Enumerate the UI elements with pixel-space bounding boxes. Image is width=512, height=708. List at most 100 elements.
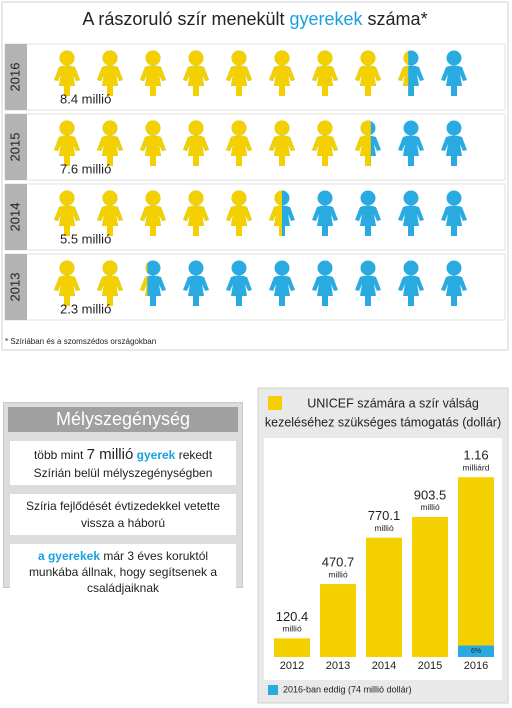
icon-head bbox=[403, 260, 419, 276]
icon-body bbox=[140, 276, 148, 296]
icon-head bbox=[59, 120, 75, 136]
child-icon bbox=[441, 190, 467, 236]
child-icon bbox=[140, 50, 166, 96]
child-icon bbox=[97, 50, 123, 96]
child-icon bbox=[226, 120, 252, 166]
icon-body bbox=[140, 65, 166, 96]
panel bbox=[1, 1, 509, 351]
poverty-item: a gyerekek már 3 éves koruktól munkába á… bbox=[10, 543, 236, 601]
icon-head bbox=[188, 190, 204, 206]
icon-body bbox=[140, 135, 166, 166]
child-icon bbox=[355, 260, 381, 306]
child-icon bbox=[312, 50, 338, 96]
icon-head bbox=[145, 50, 161, 66]
icon-body bbox=[355, 205, 381, 236]
value-unit: millió bbox=[420, 502, 440, 512]
child-icon bbox=[312, 260, 338, 306]
icon-body bbox=[269, 65, 295, 96]
child-icon bbox=[441, 50, 467, 96]
child-icon bbox=[183, 190, 209, 236]
value-label: 1.16 bbox=[463, 448, 488, 463]
child-icon bbox=[54, 190, 80, 236]
icon-head bbox=[317, 260, 333, 276]
icon-body bbox=[312, 205, 338, 236]
icon-head bbox=[231, 120, 247, 136]
icon-body bbox=[398, 135, 424, 166]
icon-head bbox=[317, 190, 333, 206]
bar bbox=[412, 516, 448, 657]
value-label: 120.4 bbox=[276, 609, 309, 624]
child-icon bbox=[97, 190, 123, 236]
child-icon bbox=[312, 190, 338, 236]
legend-swatch bbox=[268, 685, 278, 695]
icon-body bbox=[140, 205, 166, 236]
child-icon bbox=[441, 260, 467, 306]
child-icon bbox=[140, 120, 166, 166]
icon-body bbox=[226, 135, 252, 166]
bar bbox=[366, 537, 402, 657]
icon-head bbox=[231, 190, 247, 206]
text-part: már 3 éves koruktól munkába állnak, hogy… bbox=[28, 548, 218, 596]
text-part: Szíria fejlődését évtizedekkel vetette v… bbox=[25, 499, 221, 530]
icon-head bbox=[317, 120, 333, 136]
icon-body bbox=[97, 205, 123, 236]
poverty-item: több mint 7 millió gyerek rekedt Szírián… bbox=[10, 441, 236, 486]
chart-title: UNICEF számára a szír válság bbox=[307, 396, 479, 410]
icon-body bbox=[398, 65, 409, 96]
child-icon bbox=[54, 120, 80, 166]
icon-head bbox=[231, 260, 247, 276]
value-label: 5.5 millió bbox=[60, 231, 111, 246]
poverty-item: Szíria fejlődését évtizedekkel vetette v… bbox=[10, 494, 236, 535]
bar bbox=[274, 638, 310, 657]
icon-body bbox=[226, 205, 252, 236]
child-icon bbox=[441, 120, 467, 166]
pictogram-value bbox=[54, 120, 371, 166]
child-icon bbox=[269, 260, 295, 306]
child-icon bbox=[226, 50, 252, 96]
icon-body bbox=[312, 135, 338, 166]
title-part: gyerekek bbox=[290, 9, 364, 29]
icon-head bbox=[231, 50, 247, 66]
pictogram-value bbox=[54, 50, 409, 96]
child-icon bbox=[226, 190, 252, 236]
icon-head bbox=[403, 51, 409, 65]
icon-body bbox=[269, 135, 295, 166]
icon-head bbox=[360, 190, 376, 206]
year-tab bbox=[5, 44, 27, 110]
icon-body bbox=[441, 275, 467, 306]
icon-body bbox=[312, 275, 338, 306]
funded-label: 6% bbox=[471, 648, 481, 655]
icon-body bbox=[54, 135, 80, 166]
child-icon bbox=[398, 190, 424, 236]
icon-body bbox=[441, 205, 467, 236]
child-icon bbox=[269, 120, 295, 166]
icon-body bbox=[441, 135, 467, 166]
value-label: 903.5 bbox=[414, 487, 447, 502]
legend-label: 2016-ban eddig (74 millió dollár) bbox=[283, 684, 412, 694]
child-icon bbox=[398, 51, 409, 96]
child-icon bbox=[398, 120, 424, 166]
poverty-panel: Mélyszegénység több mint 7 millió gyerek… bbox=[3, 402, 243, 601]
icon-head bbox=[59, 190, 75, 206]
icon-body bbox=[226, 275, 252, 306]
child-icon bbox=[183, 120, 209, 166]
icon-head bbox=[274, 260, 290, 276]
icon-head bbox=[59, 260, 75, 276]
x-tick-label: 2015 bbox=[418, 660, 442, 672]
icon-head bbox=[188, 50, 204, 66]
text-part: gyerek bbox=[133, 448, 176, 462]
year-tab bbox=[5, 254, 27, 320]
child-icon bbox=[269, 190, 282, 236]
x-tick-label: 2014 bbox=[372, 660, 396, 672]
icon-head bbox=[274, 50, 290, 66]
child-icon bbox=[140, 190, 166, 236]
child-icon bbox=[97, 260, 123, 306]
icon-body bbox=[97, 275, 123, 306]
icon-head bbox=[446, 260, 462, 276]
icon-head bbox=[188, 120, 204, 136]
bar bbox=[320, 584, 356, 657]
text-part: rekedt Szírián belül mélyszegénységben bbox=[33, 448, 213, 481]
value-label: 2.3 millió bbox=[60, 301, 111, 316]
child-icon bbox=[355, 50, 381, 96]
